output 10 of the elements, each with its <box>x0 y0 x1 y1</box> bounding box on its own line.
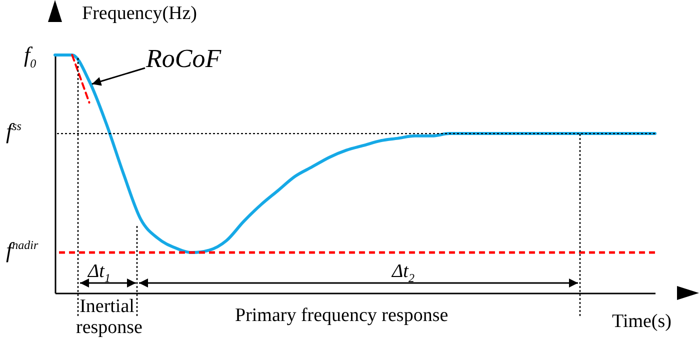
annotation: Δt$_{2}$ <box>392 261 414 285</box>
text: Inertial response <box>76 296 142 339</box>
ref-line-label: f$^{nadir}$ <box>6 236 38 262</box>
annotation: RoCoF <box>146 44 222 73</box>
annotation: Δt$_{1}$ <box>88 261 110 285</box>
ref-line-label: f$^{ss}$ <box>6 118 22 143</box>
text: Primary frequency response <box>235 305 448 326</box>
text: f$_{0}$ <box>24 42 36 70</box>
x-axis-title: Time(s) <box>612 311 672 332</box>
y-axis-title: Frequency(Hz) <box>82 3 198 24</box>
